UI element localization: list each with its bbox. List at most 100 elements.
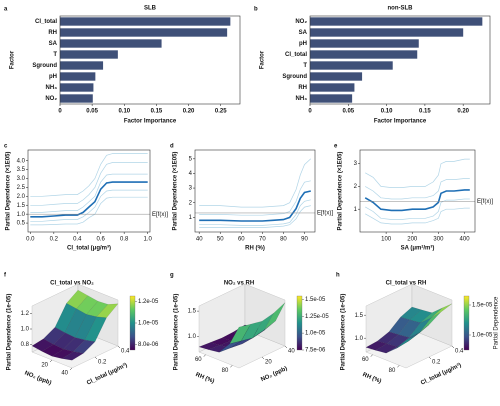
bar bbox=[60, 17, 231, 26]
y-tick-label: 4 bbox=[189, 171, 193, 177]
mean-line bbox=[199, 190, 311, 222]
x-tick-label: 60 bbox=[238, 237, 245, 243]
x-tick-label: 0.20 bbox=[183, 109, 195, 115]
z-tick-label: 1.0 bbox=[21, 327, 30, 333]
y-axis-label: Cl_total (μg/m³) bbox=[86, 362, 129, 387]
bar bbox=[310, 17, 483, 26]
y-tick-label: 3.5 bbox=[17, 167, 26, 173]
bar bbox=[60, 83, 94, 92]
x-tick-label: 20 bbox=[41, 363, 48, 369]
y-tick-label: SA bbox=[49, 41, 58, 47]
y-tick-label: pH bbox=[299, 41, 307, 47]
plot-frame bbox=[194, 149, 316, 233]
bar bbox=[60, 94, 93, 103]
colorbar bbox=[463, 295, 470, 351]
colorbar bbox=[296, 295, 303, 351]
z-tick-label: 1.0 bbox=[188, 334, 197, 340]
bar bbox=[60, 50, 118, 59]
x-tick-label: 0.15 bbox=[151, 109, 163, 115]
x-tick-label: 0.10 bbox=[381, 109, 393, 115]
z-tick-label: 1.2 bbox=[21, 311, 30, 317]
x-tick-label: 80 bbox=[222, 368, 229, 374]
colorbar-tick-label: 1.2e-05 bbox=[138, 299, 159, 305]
mean-line bbox=[364, 189, 470, 212]
y-tick-label: Cl_total bbox=[35, 19, 57, 25]
x-tick-label: 40 bbox=[61, 371, 68, 377]
x-tick-label: 60 bbox=[195, 357, 202, 363]
surface-patch bbox=[229, 323, 251, 345]
x-tick-label: 0 bbox=[58, 109, 62, 115]
plot-frame bbox=[59, 15, 241, 105]
ice-line bbox=[199, 199, 311, 226]
ice-line bbox=[199, 205, 311, 228]
colorbar-tick-label: 1.0e-05 bbox=[472, 333, 493, 339]
y-tick bbox=[117, 345, 121, 349]
colorbar-label: Partial Dependence bbox=[494, 296, 500, 349]
y-tick-label: RH bbox=[298, 85, 307, 91]
x-tick-label: 0.10 bbox=[118, 109, 130, 115]
chart-title: non-SLB bbox=[388, 6, 414, 12]
y-tick-label: 0.2 bbox=[432, 360, 441, 366]
bar bbox=[310, 72, 363, 81]
x-tick-label: 0.4 bbox=[73, 237, 82, 243]
x-tick-label: 0.05 bbox=[86, 109, 98, 115]
plot-frame bbox=[309, 15, 491, 105]
colorbar bbox=[129, 295, 136, 351]
y-tick-label: 2 bbox=[189, 200, 193, 206]
x-tick-label: 40 bbox=[196, 237, 203, 243]
plot-frame bbox=[27, 149, 151, 233]
surface-patch bbox=[61, 351, 84, 361]
z-axis-label: Partial Dependence (1e-05) bbox=[7, 294, 13, 371]
y-tick-label: T bbox=[303, 63, 307, 69]
chart-title: NO₂ vs RH bbox=[224, 281, 254, 287]
y-tick bbox=[94, 356, 98, 360]
y-tick-label: 40 bbox=[288, 349, 295, 355]
y-tick-label: 2.0 bbox=[17, 194, 26, 200]
mean-line bbox=[30, 181, 148, 218]
panel-letter: d bbox=[170, 144, 174, 150]
bar bbox=[60, 61, 104, 70]
bar bbox=[310, 94, 353, 103]
y-tick-label: NO₂ bbox=[45, 96, 57, 102]
ice-line bbox=[365, 198, 470, 220]
y-tick bbox=[284, 345, 288, 349]
x-tick-label: 0 bbox=[308, 109, 312, 115]
bar bbox=[310, 61, 393, 70]
z-tick-label: 1.5 bbox=[188, 309, 197, 315]
y-tick-label: 3.0 bbox=[17, 176, 26, 182]
y-tick-label: RH bbox=[48, 30, 57, 36]
ice-line bbox=[199, 158, 312, 208]
z-axis-label: Partial Dependence (1e-05) bbox=[341, 294, 347, 371]
x-tick bbox=[69, 367, 73, 371]
y-tick-label: SA bbox=[299, 30, 308, 36]
x-axis-label: Factor Importance bbox=[124, 119, 177, 125]
x-tick-label: 60 bbox=[362, 357, 369, 363]
x-tick-label: 200 bbox=[407, 237, 418, 243]
x-tick-label: 0.0 bbox=[26, 237, 35, 243]
x-tick bbox=[203, 354, 206, 357]
expected-label: E[f(x)] bbox=[317, 211, 333, 217]
y-axis-label: Partial Dependence (×1E05) bbox=[338, 152, 344, 231]
x-tick-label: 300 bbox=[433, 237, 444, 243]
y-tick-label: 2 bbox=[354, 184, 358, 190]
surface-patch bbox=[396, 333, 418, 349]
ice-line bbox=[199, 180, 311, 216]
x-tick-label: 100 bbox=[381, 237, 392, 243]
colorbar-tick-label: 1.0e-05 bbox=[138, 321, 159, 327]
y-tick-label: 3 bbox=[189, 186, 193, 192]
x-axis-label: Cl_total (μg/m³) bbox=[67, 245, 111, 252]
ice-line bbox=[30, 196, 148, 226]
colorbar-tick-label: 1.5e-05 bbox=[472, 303, 493, 309]
plot-frame bbox=[359, 149, 476, 233]
y-tick-label: Sground bbox=[32, 63, 57, 69]
y-tick bbox=[261, 356, 265, 360]
x-tick bbox=[230, 365, 233, 368]
expected-label: E[f(x)] bbox=[477, 199, 493, 205]
expected-label: E[f(x)] bbox=[152, 212, 168, 218]
y-tick-label: NO₂ bbox=[295, 19, 307, 25]
bar bbox=[310, 28, 464, 37]
z-axis-label: Partial Dependence (1e-05) bbox=[174, 294, 180, 371]
ice-line bbox=[30, 153, 148, 197]
ice-line bbox=[30, 189, 148, 222]
